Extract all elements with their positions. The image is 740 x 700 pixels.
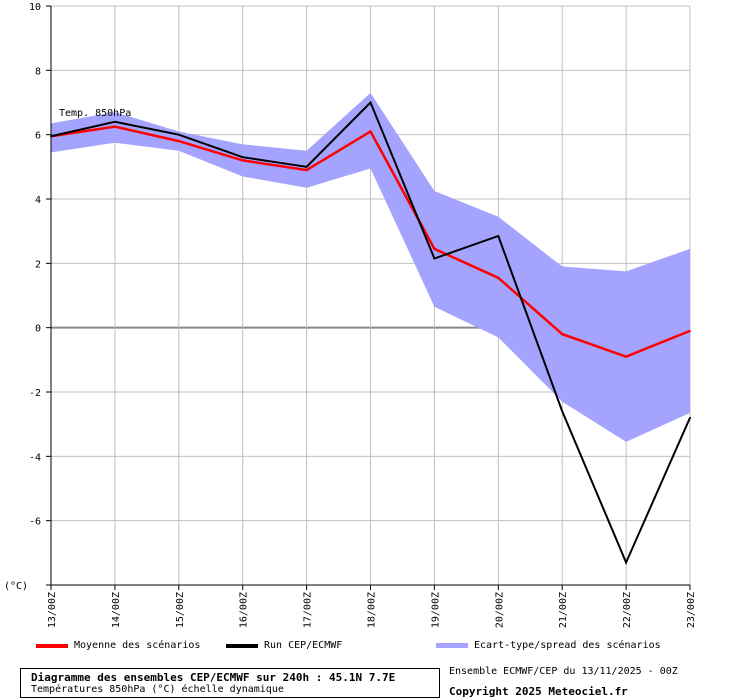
- mean-point: [177, 140, 180, 143]
- mean-point: [114, 125, 116, 128]
- y-tick-label: 2: [35, 259, 41, 270]
- y-tick-label: 8: [35, 66, 41, 77]
- spread-band-layer: [51, 92, 690, 442]
- mean-point: [369, 130, 372, 133]
- mean-point: [433, 247, 436, 250]
- copyright-text: Copyright 2025 Meteociel.fr: [449, 685, 628, 698]
- source-text: Ensemble ECMWF/CEP du 13/11/2025 - 00Z: [449, 666, 678, 677]
- mean-point: [689, 329, 691, 332]
- spread-band: [51, 92, 690, 442]
- y-tick-label: -2: [29, 388, 41, 399]
- y-tick-label: 10: [29, 2, 41, 13]
- y-tick-label: 0: [35, 324, 41, 335]
- run-point: [241, 156, 244, 159]
- y-unit-label: (°C): [4, 581, 28, 592]
- mean-point: [241, 159, 244, 162]
- run-point: [114, 120, 116, 123]
- legend-label-spread: Ecart-type/spread des scénarios: [474, 640, 661, 651]
- chart-axes: 10 8 6 4 2 0 -2 -4 -6 13/00Z 14/00Z 15/00Z 16/00Z 17/…: [29, 2, 697, 628]
- legend-item-mean: Moyenne des scénarios: [36, 640, 200, 651]
- legend-swatch-mean: [36, 643, 68, 648]
- chart-annotation: Temp. 850hPa: [59, 108, 131, 119]
- legend-label-mean: Moyenne des scénarios: [74, 640, 201, 651]
- x-tick-label: 13/00Z: [47, 592, 58, 628]
- run-point: [369, 101, 372, 104]
- x-tick-label: 18/00Z: [367, 592, 378, 628]
- x-tick-label: 17/00Z: [303, 592, 314, 628]
- x-tick-label: 21/00Z: [558, 592, 569, 628]
- x-tick-label: 22/00Z: [622, 592, 633, 628]
- x-tick-label: 14/00Z: [111, 592, 122, 628]
- mean-point: [561, 333, 564, 335]
- legend-item-spread: Ecart-type/spread des scénarios: [436, 640, 661, 651]
- x-tick-label: 20/00Z: [494, 592, 505, 628]
- title-box: Diagramme des ensembles CEP/ECMWF sur 24…: [20, 668, 440, 698]
- y-tick-label: -6: [29, 517, 41, 528]
- legend-swatch-run: [226, 643, 258, 648]
- legend-label-run: Run CEP/ECMWF: [264, 640, 343, 651]
- run-point: [305, 165, 308, 168]
- x-tick-label: 16/00Z: [239, 592, 250, 628]
- legend-item-run: Run CEP/ECMWF: [226, 640, 342, 651]
- chart-title: Diagramme des ensembles CEP/ECMWF sur 24…: [31, 671, 396, 684]
- x-tick-label: 23/00Z: [686, 592, 697, 628]
- chart-legend: Moyenne des scénarios Run CEP/ECMWF Ecar…: [0, 640, 740, 656]
- legend-swatch-spread: [436, 643, 468, 648]
- mean-point: [305, 169, 308, 171]
- mean-point: [497, 276, 500, 279]
- run-point: [625, 561, 627, 564]
- x-tick-label: 19/00Z: [430, 592, 441, 628]
- ensemble-chart: 10 8 6 4 2 0 -2 -4 -6 13/00Z 14/00Z 15/00Z 16/00Z 17/…: [4, 2, 697, 628]
- x-tick-label: 15/00Z: [175, 592, 186, 628]
- chart-subtitle: Températures 850hPa (°C) échelle dynamiq…: [31, 684, 284, 695]
- y-tick-label: 6: [35, 131, 41, 142]
- run-point: [689, 416, 691, 419]
- run-point: [497, 235, 500, 237]
- y-tick-label: -4: [29, 452, 41, 463]
- run-point: [433, 257, 436, 260]
- run-point: [177, 133, 180, 136]
- run-point: [561, 410, 564, 413]
- mean-point: [625, 355, 627, 358]
- y-tick-label: 4: [35, 195, 41, 206]
